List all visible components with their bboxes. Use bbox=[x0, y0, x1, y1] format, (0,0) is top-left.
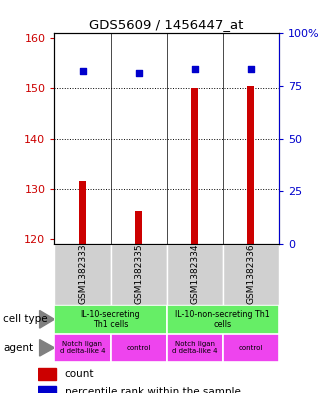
Polygon shape bbox=[40, 310, 54, 328]
Bar bbox=[167, 244, 223, 305]
Bar bbox=[54, 305, 167, 334]
Text: IL-10-non-secreting Th1
cells: IL-10-non-secreting Th1 cells bbox=[175, 310, 270, 329]
Text: Notch ligan
d delta-like 4: Notch ligan d delta-like 4 bbox=[60, 341, 105, 354]
Bar bbox=[111, 244, 167, 305]
Bar bbox=[191, 88, 198, 244]
Point bbox=[192, 66, 197, 72]
Bar bbox=[79, 181, 86, 244]
Text: agent: agent bbox=[3, 343, 33, 353]
Bar bbox=[38, 386, 56, 393]
Text: GSM1382336: GSM1382336 bbox=[246, 244, 255, 305]
Title: GDS5609 / 1456447_at: GDS5609 / 1456447_at bbox=[89, 18, 244, 31]
Bar bbox=[135, 211, 142, 244]
Polygon shape bbox=[40, 340, 54, 356]
Bar bbox=[167, 305, 279, 334]
Text: GSM1382333: GSM1382333 bbox=[78, 244, 87, 305]
Bar bbox=[248, 86, 254, 244]
Bar bbox=[54, 244, 111, 305]
Point bbox=[136, 70, 141, 77]
Bar bbox=[223, 334, 279, 362]
Bar bbox=[167, 334, 223, 362]
Text: cell type: cell type bbox=[3, 314, 48, 324]
Bar bbox=[54, 334, 111, 362]
Text: control: control bbox=[239, 345, 263, 351]
Text: GSM1382335: GSM1382335 bbox=[134, 244, 143, 305]
Bar bbox=[223, 244, 279, 305]
Bar bbox=[111, 334, 167, 362]
Text: control: control bbox=[126, 345, 151, 351]
Text: GSM1382334: GSM1382334 bbox=[190, 244, 199, 304]
Text: IL-10-secreting
Th1 cells: IL-10-secreting Th1 cells bbox=[81, 310, 140, 329]
Text: Notch ligan
d delta-like 4: Notch ligan d delta-like 4 bbox=[172, 341, 217, 354]
Text: count: count bbox=[65, 369, 94, 379]
Text: percentile rank within the sample: percentile rank within the sample bbox=[65, 387, 241, 393]
Bar bbox=[38, 367, 56, 380]
Point bbox=[248, 66, 253, 72]
Point bbox=[80, 68, 85, 74]
